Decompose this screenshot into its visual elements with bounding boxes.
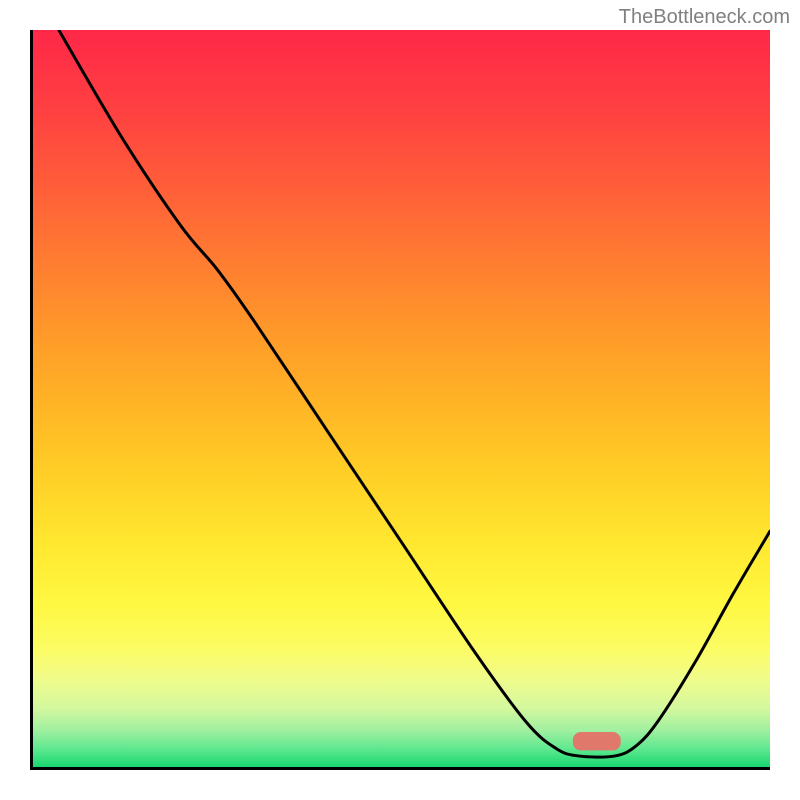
watermark-text: TheBottleneck.com xyxy=(619,6,790,29)
chart-svg xyxy=(30,30,770,770)
bottleneck-chart xyxy=(30,30,770,770)
optimal-marker xyxy=(573,732,621,750)
chart-background xyxy=(33,30,770,767)
